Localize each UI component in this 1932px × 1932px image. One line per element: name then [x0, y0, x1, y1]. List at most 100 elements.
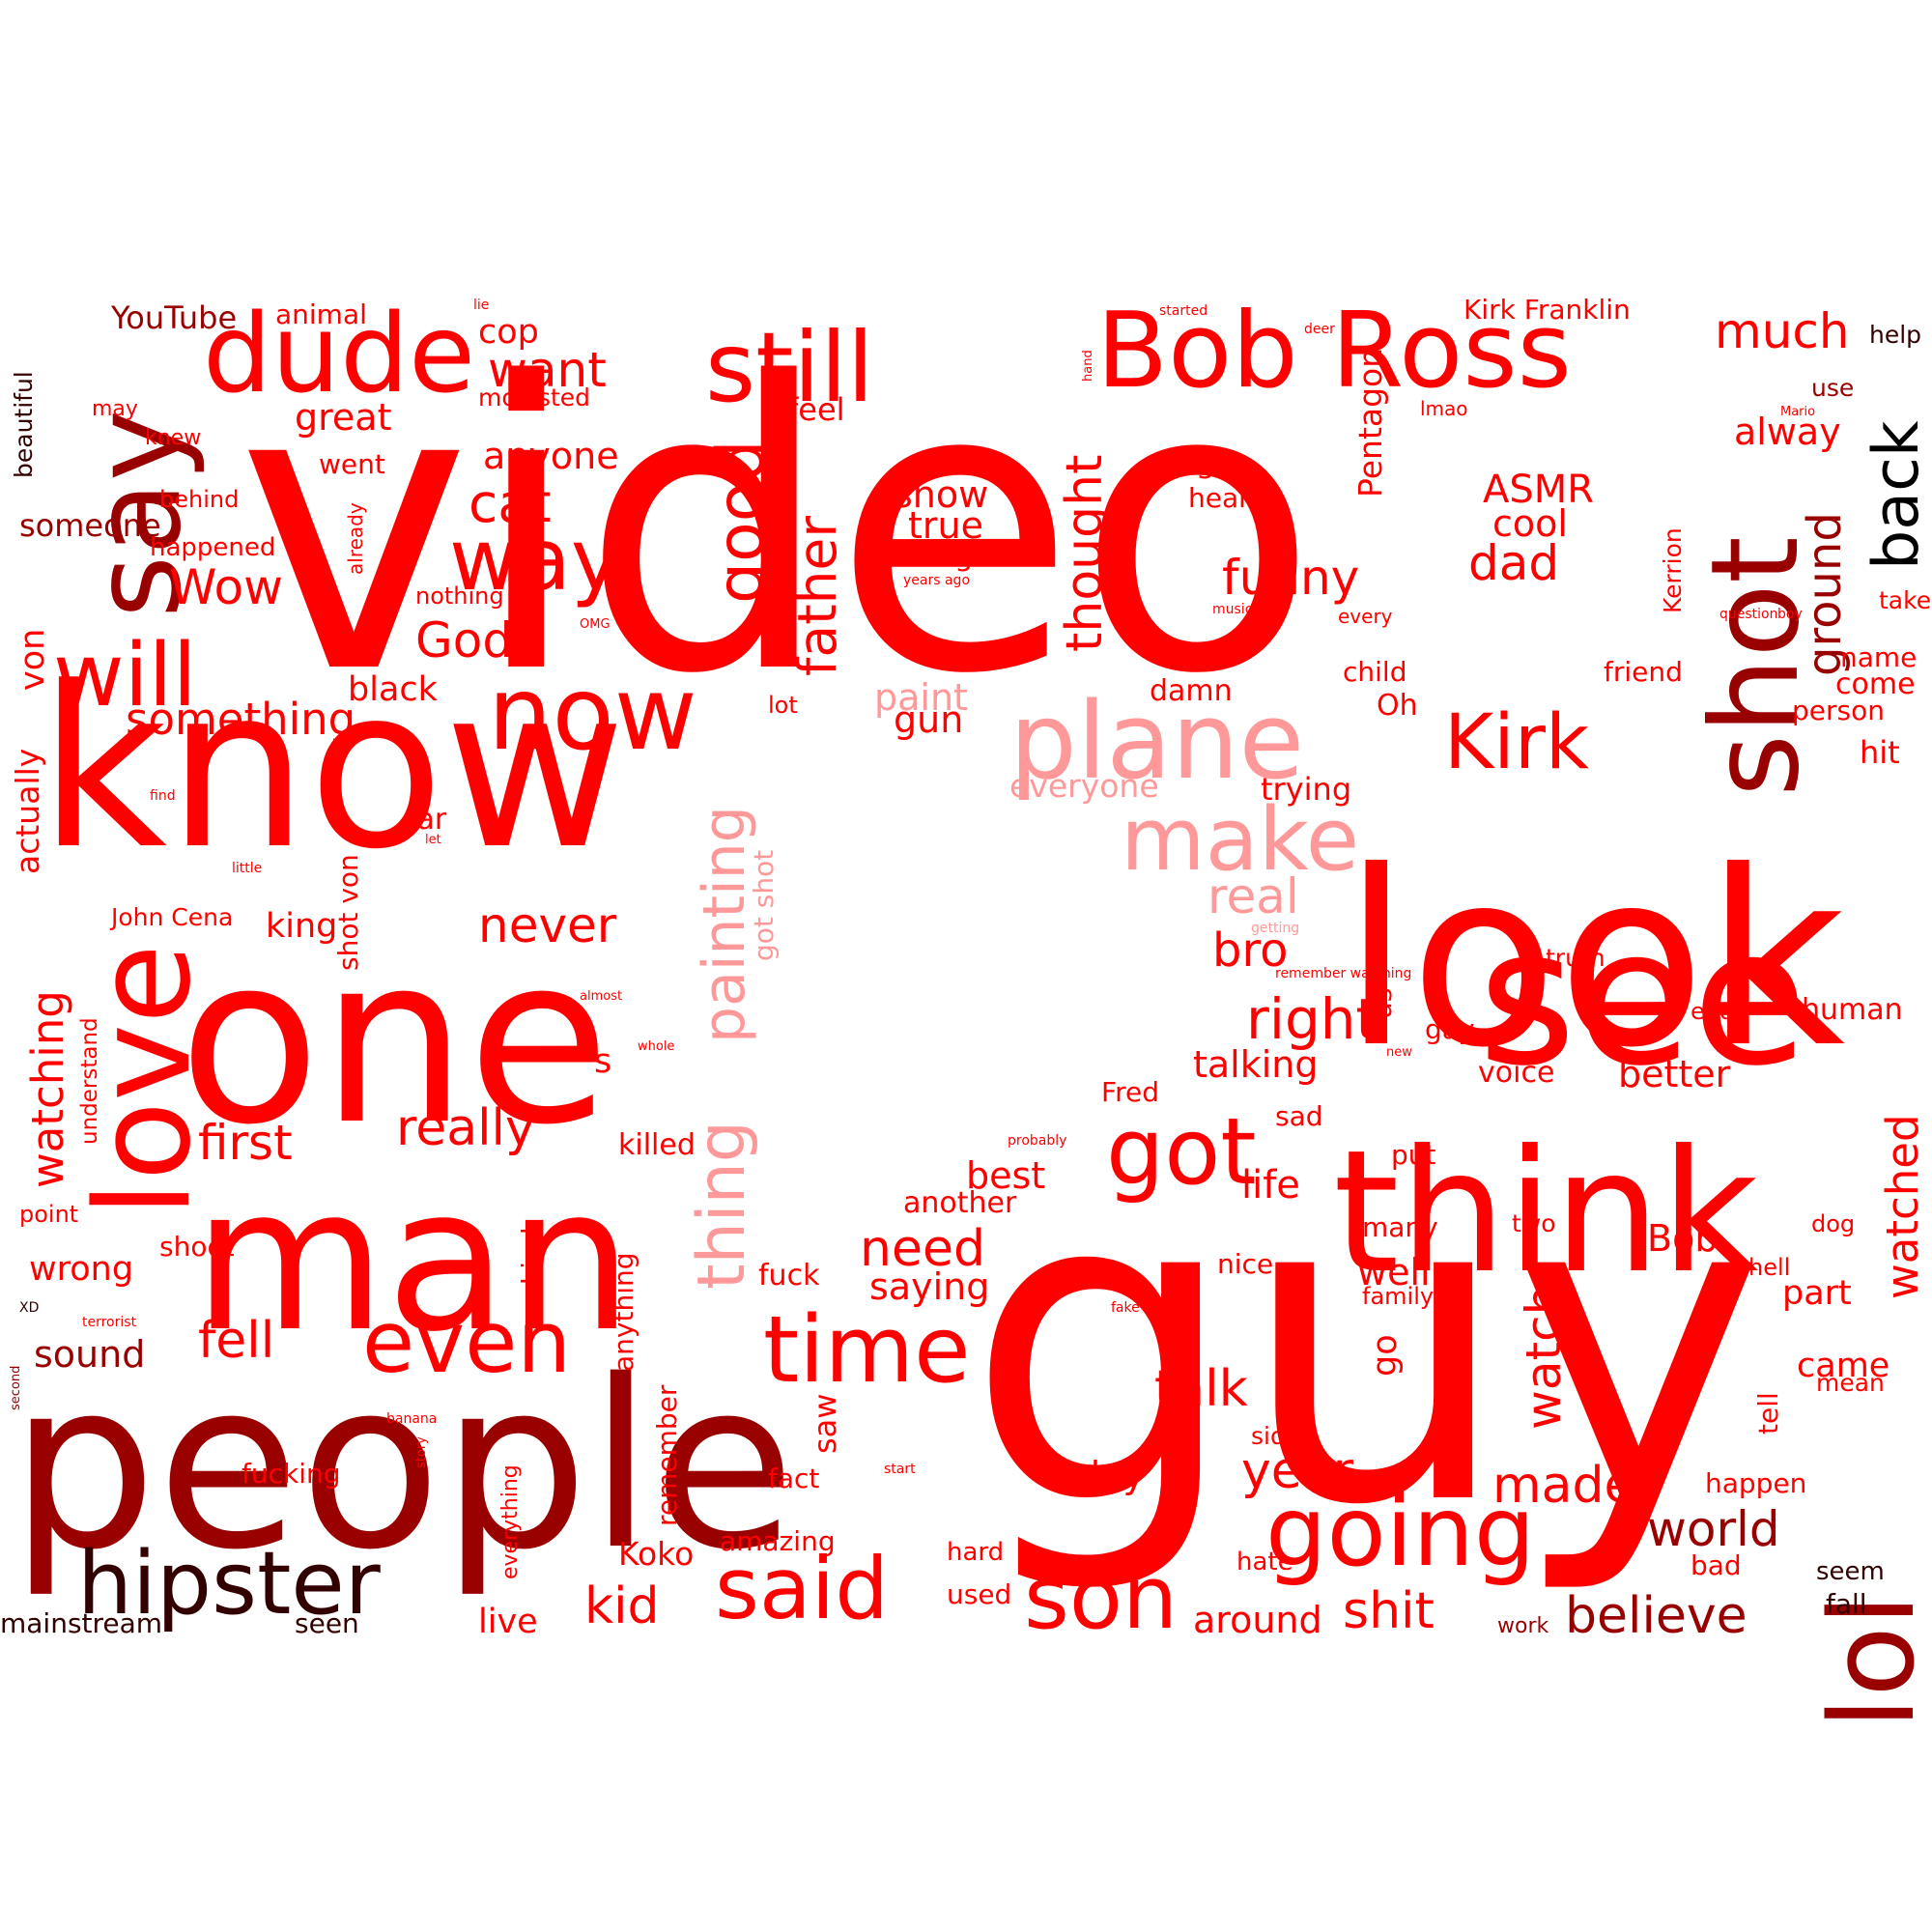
word-use: use	[1811, 374, 1854, 402]
word-need: need	[860, 1220, 985, 1278]
word-kid: kid	[584, 1577, 660, 1635]
word-nice: nice	[1217, 1248, 1273, 1280]
word-hell: hell	[1748, 1254, 1790, 1281]
word-anyone: anyone	[483, 435, 619, 477]
word-two: two	[1512, 1209, 1556, 1237]
word-omg: OMG	[580, 617, 611, 632]
word-show: show	[894, 473, 988, 516]
word-went: went	[319, 448, 385, 480]
word-said: said	[715, 1539, 889, 1638]
word-behind: behind	[159, 486, 239, 513]
word-black: black	[348, 670, 439, 709]
word-hipster: hipster	[77, 1533, 381, 1634]
word-believe: believe	[1565, 1587, 1747, 1645]
word-sound: sound	[34, 1333, 145, 1376]
word-ground: ground	[1798, 512, 1852, 676]
word-paint: paint	[874, 676, 968, 719]
word-plane: plane	[1009, 679, 1304, 803]
word-son: son	[1024, 1548, 1178, 1649]
word-never: never	[478, 897, 617, 953]
word-child: child	[1343, 656, 1406, 688]
word-remember: remember	[651, 1384, 683, 1526]
word-well: well	[1357, 1251, 1431, 1293]
word-lmao: lmao	[1420, 397, 1468, 420]
word-hear: hear	[1188, 482, 1250, 514]
word-better: better	[1618, 1053, 1731, 1095]
word-will: will	[53, 625, 197, 726]
word-shot: shot	[1686, 536, 1826, 797]
word-know: know	[39, 640, 626, 898]
word-truth: truth	[1546, 944, 1605, 972]
word-kind: kind	[516, 1227, 548, 1285]
word-von: von	[14, 629, 52, 691]
word-live: live	[478, 1603, 538, 1641]
word-best: best	[966, 1154, 1045, 1197]
word-car: car	[401, 803, 447, 837]
word-mainstream: mainstream	[0, 1607, 162, 1639]
word-friend: friend	[1604, 656, 1683, 688]
word-actually: actually	[9, 749, 46, 874]
word-lie: lie	[473, 298, 489, 313]
word-end: end	[1690, 998, 1734, 1025]
word-new: new	[1386, 1045, 1412, 1060]
word-deer: deer	[1304, 322, 1335, 337]
word-happened: happened	[150, 533, 275, 562]
word-everything: everything	[498, 1464, 523, 1579]
word-nothing: nothing	[415, 582, 504, 610]
word-people: people	[10, 1330, 796, 1601]
word-probably: probably	[1008, 1133, 1066, 1149]
word-used: used	[947, 1578, 1011, 1610]
word-hand: hand	[1081, 350, 1095, 382]
word-back: back	[1861, 420, 1932, 570]
word-pentagon: Pentagon	[1351, 348, 1389, 497]
word-though: though	[889, 539, 991, 573]
word-kirk-franklin: Kirk Franklin	[1463, 294, 1631, 326]
word-name: name	[1840, 641, 1917, 673]
word-s: s	[594, 1042, 611, 1081]
word-fell: fell	[198, 1312, 274, 1370]
word-still: still	[705, 311, 874, 424]
word-fake: fake	[1111, 1300, 1140, 1316]
word-guy: guy	[966, 1098, 1766, 1599]
word-getting: getting	[1251, 921, 1299, 936]
word-time: time	[763, 1297, 971, 1404]
word-help: help	[1869, 321, 1921, 349]
word-person: person	[1792, 695, 1885, 726]
word-bob: Bob	[1647, 1217, 1718, 1260]
word-around: around	[1193, 1599, 1322, 1641]
word-wow: Wow	[169, 559, 283, 615]
word-feel: feel	[787, 391, 845, 428]
word-point: point	[19, 1201, 78, 1228]
word-bad: bad	[1690, 1549, 1742, 1581]
word-john-cena: John Cena	[109, 903, 233, 931]
word-killed: killed	[618, 1128, 696, 1162]
word-talking: talking	[1193, 1043, 1319, 1086]
word-now: now	[488, 655, 697, 773]
word-love: love	[68, 944, 219, 1217]
word-knew: knew	[145, 426, 201, 450]
word-funny: funny	[1222, 550, 1359, 606]
word-put: put	[1391, 1139, 1436, 1171]
word-asmr: ASMR	[1483, 468, 1594, 512]
word-banana: banana	[386, 1411, 437, 1427]
word-koko: Koko	[618, 1535, 694, 1573]
word-made: made	[1492, 1457, 1635, 1515]
word-dude: dude	[203, 292, 475, 417]
word-part: part	[1782, 1274, 1852, 1313]
word-dad: dad	[1468, 535, 1559, 591]
word-watch: watch	[1516, 1285, 1572, 1430]
word-many: many	[1362, 1211, 1438, 1243]
word-shot-von: shot von	[332, 854, 364, 971]
word-work: work	[1497, 1614, 1548, 1638]
word-king: king	[266, 907, 337, 946]
word-man: man	[193, 1146, 633, 1376]
word-fred: Fred	[1101, 1076, 1159, 1108]
word-want: want	[488, 342, 607, 398]
word-little: little	[232, 861, 262, 876]
word-another: another	[903, 1186, 1017, 1220]
word-even: even	[362, 1293, 571, 1392]
word-boy: boy	[1777, 607, 1803, 622]
word-whole: whole	[638, 1039, 674, 1054]
word-anything: anything	[608, 1253, 639, 1373]
